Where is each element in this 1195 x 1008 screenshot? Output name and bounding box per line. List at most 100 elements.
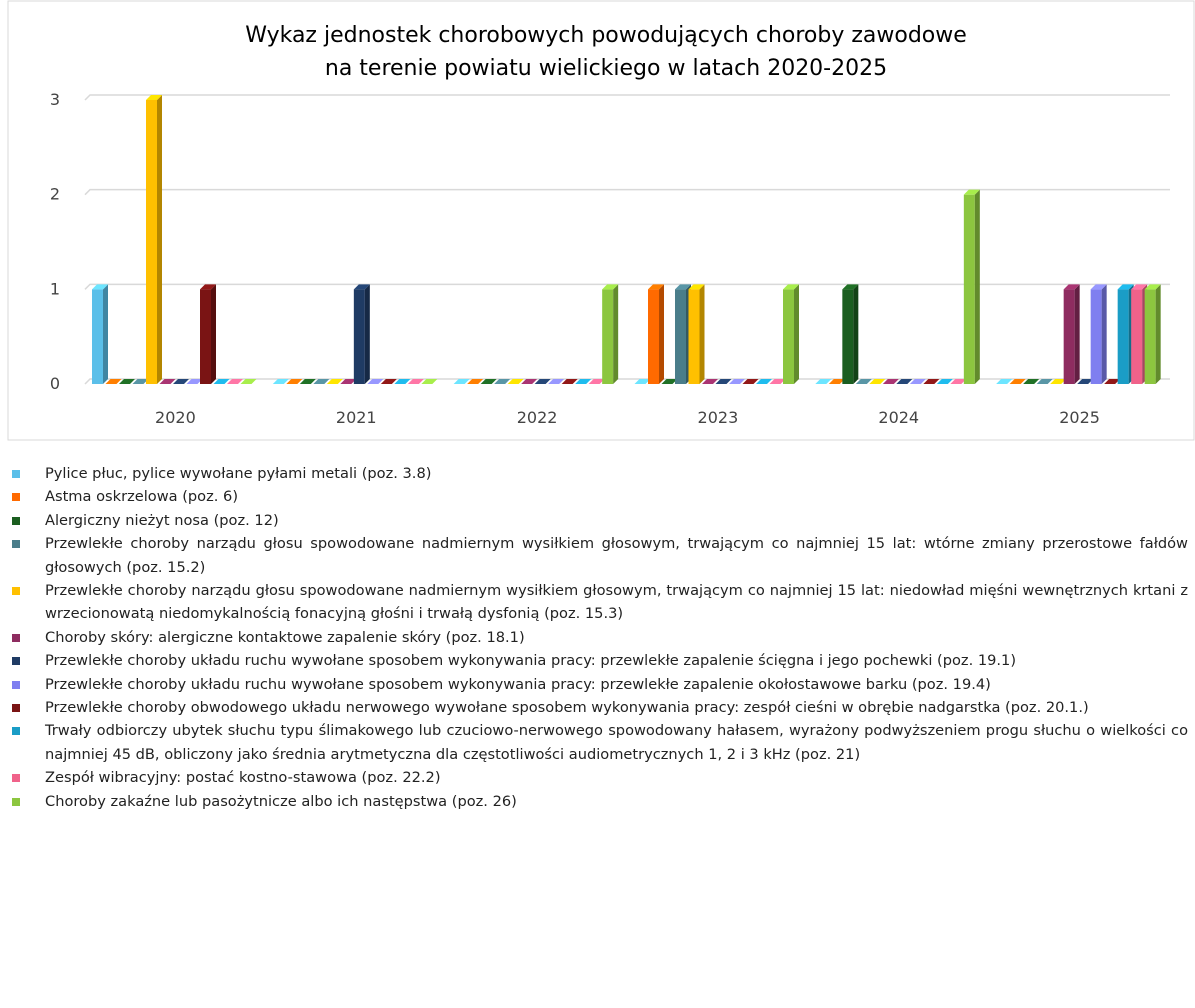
bar-top bbox=[648, 284, 664, 290]
bar-top bbox=[313, 379, 330, 384]
legend-label: Przewlekłe choroby układu ruchu wywołane… bbox=[45, 675, 991, 693]
bar-side bbox=[157, 95, 162, 384]
x-tick-label: 2022 bbox=[517, 408, 558, 427]
bar-top bbox=[996, 379, 1013, 384]
bar-top bbox=[286, 379, 303, 384]
bar-top bbox=[326, 379, 343, 384]
legend-label: Przewlekłe choroby narządu głosu spowodo… bbox=[45, 582, 1188, 623]
bar-top bbox=[105, 379, 122, 384]
bar-front bbox=[783, 289, 794, 384]
bar bbox=[1104, 379, 1121, 384]
bar bbox=[688, 284, 705, 384]
grid-line bbox=[84, 378, 1170, 385]
bar bbox=[507, 379, 524, 384]
bar bbox=[1063, 284, 1080, 384]
legend-item: Przewlekłe choroby układu ruchu wywołane… bbox=[12, 673, 1188, 696]
bar-top bbox=[1117, 284, 1134, 290]
y-tick-label: 0 bbox=[50, 374, 60, 393]
bar bbox=[729, 379, 745, 384]
bar bbox=[313, 379, 330, 384]
bar-top bbox=[675, 284, 691, 290]
bar bbox=[909, 379, 926, 384]
bar-top bbox=[534, 379, 551, 384]
bar-side bbox=[853, 284, 859, 384]
bar bbox=[286, 379, 303, 384]
legend-item: Trwały odbiorczy ubytek słuchu typu ślim… bbox=[12, 719, 1188, 766]
bar bbox=[119, 379, 135, 384]
legend-swatch bbox=[12, 540, 20, 549]
bar-side bbox=[1074, 284, 1080, 384]
legend-label: Choroby skóry: alergiczne kontaktowe zap… bbox=[45, 628, 525, 646]
bar-side bbox=[211, 284, 216, 384]
bar bbox=[1036, 379, 1053, 384]
legend-item: Przewlekłe choroby narządu głosu spowodo… bbox=[12, 532, 1188, 579]
legend-item: Pylice płuc, pylice wywołane pyłami meta… bbox=[12, 462, 1188, 485]
bar bbox=[661, 379, 678, 384]
bar-top bbox=[602, 284, 619, 290]
grid-line bbox=[84, 94, 1170, 101]
bar bbox=[715, 379, 732, 384]
bar bbox=[648, 284, 664, 384]
grid-line bbox=[84, 188, 1170, 196]
bar bbox=[467, 379, 484, 384]
legend-item: Astma oskrzelowa (poz. 6) bbox=[12, 485, 1188, 508]
bar-top bbox=[521, 379, 538, 384]
title-line: Wykaz jednostek chorobowych powodujących… bbox=[245, 23, 967, 48]
bar bbox=[963, 189, 980, 384]
bar bbox=[521, 379, 538, 384]
grid-line bbox=[84, 283, 1170, 290]
title-line: na terenie powiatu wielickiego w latach … bbox=[325, 56, 887, 81]
bar-top bbox=[1063, 284, 1080, 290]
bar-top bbox=[950, 379, 967, 384]
bar bbox=[421, 379, 438, 384]
bar-side bbox=[794, 284, 799, 384]
legend-label: Przewlekłe choroby układu ruchu wywołane… bbox=[45, 652, 1017, 670]
bar bbox=[996, 379, 1013, 384]
bar-top bbox=[200, 284, 216, 290]
legend-swatch bbox=[12, 493, 20, 502]
bar-front bbox=[648, 289, 659, 384]
bar-side bbox=[364, 284, 370, 384]
bar-top bbox=[1023, 379, 1040, 384]
bar bbox=[534, 379, 551, 384]
bar bbox=[1009, 379, 1026, 384]
bar bbox=[367, 379, 384, 384]
bar bbox=[1090, 284, 1107, 384]
x-tick-label: 2024 bbox=[878, 408, 919, 427]
bar-side bbox=[613, 284, 619, 384]
bar bbox=[828, 379, 845, 384]
bar bbox=[407, 379, 424, 384]
bar-front bbox=[675, 289, 686, 384]
bar-top bbox=[936, 379, 953, 384]
y-tick-label: 1 bbox=[50, 279, 60, 298]
bar-top bbox=[1036, 379, 1053, 384]
bar-top bbox=[896, 379, 913, 384]
bar bbox=[173, 379, 189, 384]
bar bbox=[548, 379, 565, 384]
bar-top bbox=[661, 379, 678, 384]
bar-top bbox=[963, 189, 980, 195]
bar bbox=[353, 284, 370, 384]
bar-side bbox=[699, 284, 705, 384]
legend-label: Zespół wibracyjny: postać kostno-stawowa… bbox=[45, 769, 441, 787]
legend-label: Pylice płuc, pylice wywołane pyłami meta… bbox=[45, 465, 432, 482]
y-tick-label: 3 bbox=[50, 90, 60, 109]
bar bbox=[213, 379, 230, 384]
bar bbox=[896, 379, 913, 384]
bar-top bbox=[855, 379, 872, 384]
bar bbox=[842, 284, 859, 384]
bar-front bbox=[200, 289, 211, 384]
bar-top bbox=[173, 379, 189, 384]
y-tick-label: 2 bbox=[50, 185, 60, 204]
bar-top bbox=[909, 379, 926, 384]
bar bbox=[132, 379, 149, 384]
bar-side bbox=[1155, 284, 1161, 384]
bar bbox=[588, 379, 605, 384]
bar-top bbox=[119, 379, 135, 384]
bar-top bbox=[353, 284, 370, 290]
bar-front bbox=[353, 289, 365, 384]
bar bbox=[240, 379, 257, 384]
bar-top bbox=[756, 379, 772, 384]
bar bbox=[602, 284, 619, 384]
